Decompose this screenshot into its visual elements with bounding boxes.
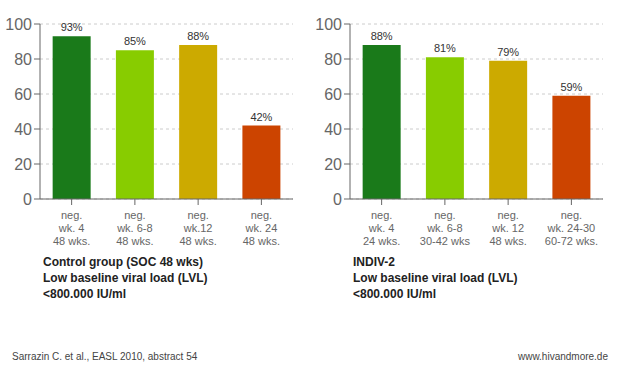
svg-text:80: 80 (14, 51, 32, 68)
svg-text:88%: 88% (371, 30, 393, 42)
svg-text:81%: 81% (434, 42, 456, 54)
svg-text:neg.wk. 2448 wks.: neg.wk. 2448 wks. (243, 209, 280, 247)
html-text:Low baseline viral load (LVL): Low baseline viral load (LVL) (353, 271, 518, 285)
svg-text:neg.wk. 424 wks.: neg.wk. 424 wks. (363, 209, 400, 247)
html-text:<800.000 IU/ml: <800.000 IU/ml (353, 287, 437, 301)
svg-text:20: 20 (324, 156, 342, 173)
svg-text:42%: 42% (250, 111, 272, 123)
svg-text:neg.wk. 6-848 wks.: neg.wk. 6-848 wks. (116, 209, 153, 247)
svg-text:20: 20 (14, 156, 32, 173)
html-text:Control group (SOC 48 wks): Control group (SOC 48 wks) (43, 255, 203, 269)
html-text:Sarrazin C. et al., EASL 2010,: Sarrazin C. et al., EASL 2010, abstract … (12, 351, 198, 362)
html-text:Low baseline viral load (LVL): Low baseline viral load (LVL) (43, 271, 208, 285)
html-text:www.hivandmore.de: www.hivandmore.de (518, 351, 608, 362)
svg-text:60: 60 (14, 86, 32, 103)
svg-text:neg.wk. 6-830-42 wks: neg.wk. 6-830-42 wks (420, 209, 471, 247)
html-text:INDIV-2: INDIV-2 (353, 255, 395, 269)
svg-text:59%: 59% (560, 81, 582, 93)
html-text:<800.000 IU/ml: <800.000 IU/ml (43, 287, 127, 301)
svg-text:neg.wk.1248 wks.: neg.wk.1248 wks. (179, 209, 216, 247)
svg-text:neg.wk. 24-3060-72 wks.: neg.wk. 24-3060-72 wks. (545, 209, 598, 247)
svg-text:40: 40 (14, 121, 32, 138)
svg-text:0: 0 (333, 191, 342, 208)
svg-text:40: 40 (324, 121, 342, 138)
svg-text:100: 100 (8, 16, 32, 33)
svg-text:93%: 93% (61, 21, 83, 33)
svg-text:80: 80 (324, 51, 342, 68)
svg-text:88%: 88% (187, 30, 209, 42)
svg-text:85%: 85% (124, 35, 146, 47)
svg-text:60: 60 (324, 86, 342, 103)
svg-text:0: 0 (23, 191, 32, 208)
svg-text:neg.wk. 1248 wks.: neg.wk. 1248 wks. (489, 209, 526, 247)
svg-text:100: 100 (315, 16, 342, 33)
svg-text:79%: 79% (497, 46, 519, 58)
svg-text:neg.wk. 448 wks.: neg.wk. 448 wks. (53, 209, 90, 247)
